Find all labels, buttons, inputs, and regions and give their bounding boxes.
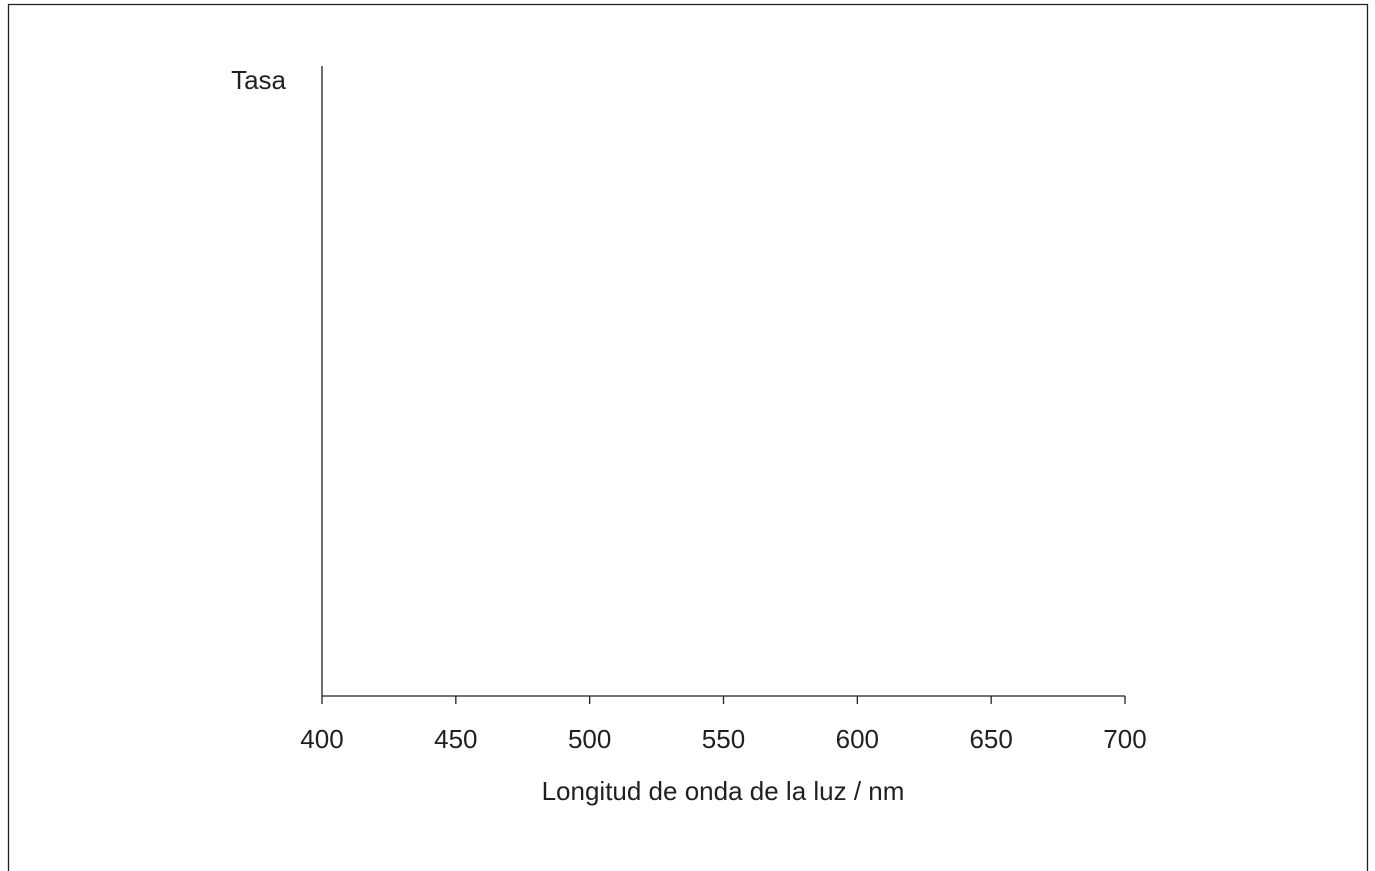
x-tick-label: 600	[836, 724, 879, 754]
x-tick-label: 500	[568, 724, 611, 754]
x-tick-label: 700	[1103, 724, 1146, 754]
x-tick-label: 550	[702, 724, 745, 754]
frame	[7, 3, 1369, 871]
x-axis-label: Longitud de onda de la luz / nm	[542, 776, 905, 806]
x-tick-label: 650	[969, 724, 1012, 754]
x-tick-label: 400	[300, 724, 343, 754]
y-axis-label: Tasa	[231, 65, 286, 95]
x-tick-label: 450	[434, 724, 477, 754]
